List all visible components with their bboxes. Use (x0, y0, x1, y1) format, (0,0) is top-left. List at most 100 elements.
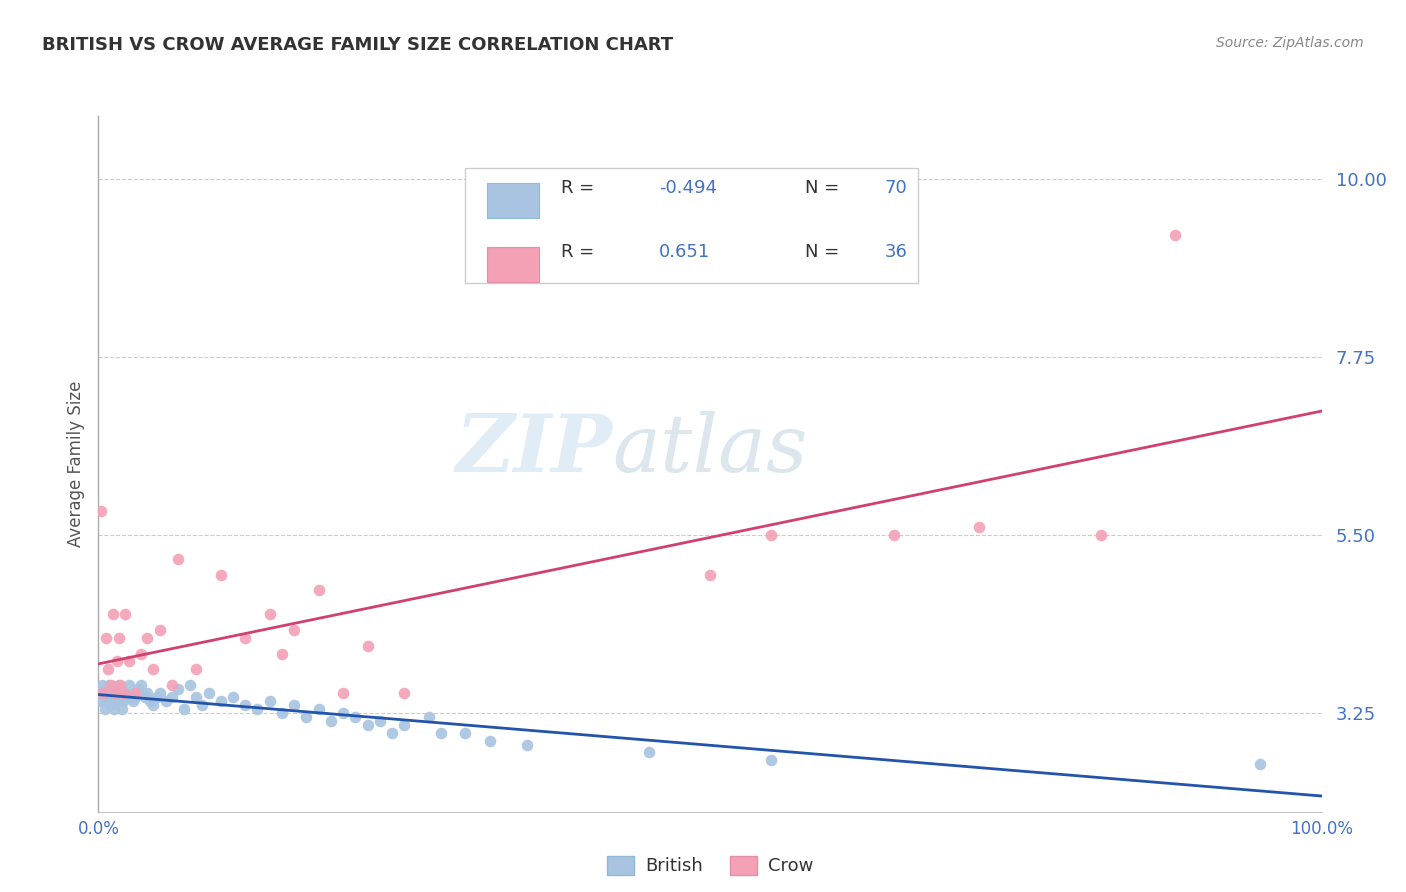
Point (101, 694, 124, 708)
Text: R =: R = (561, 178, 595, 196)
Point (191, 698, 214, 712)
Point (96, 686, 118, 700)
Point (91, 686, 114, 700)
Point (129, 647, 152, 661)
Point (97, 694, 120, 708)
Point (91, 686, 114, 700)
Point (259, 694, 281, 708)
Point (761, 753, 783, 767)
FancyBboxPatch shape (488, 247, 538, 282)
Point (100, 678, 122, 692)
Point (222, 690, 245, 704)
Point (118, 678, 141, 692)
Point (100, 698, 122, 712)
Point (94, 631, 117, 645)
Point (967, 520, 990, 534)
Point (139, 694, 162, 708)
Point (1164, 227, 1187, 242)
Point (179, 678, 201, 692)
Point (142, 662, 165, 676)
Point (94, 682, 117, 697)
Point (110, 686, 132, 700)
Point (111, 694, 134, 708)
Point (233, 631, 256, 645)
Point (91, 678, 114, 692)
Point (761, 528, 783, 542)
Point (515, 738, 537, 752)
Point (100, 686, 122, 700)
Point (160, 690, 183, 704)
Point (114, 686, 136, 700)
Point (98, 678, 121, 692)
Text: N =: N = (806, 178, 839, 196)
Point (111, 702, 134, 716)
Point (149, 686, 172, 700)
Text: atlas: atlas (612, 411, 807, 489)
Point (104, 694, 127, 708)
Point (108, 631, 131, 645)
Point (155, 694, 177, 708)
Point (638, 746, 661, 760)
Point (114, 607, 136, 621)
Point (381, 725, 404, 739)
Point (356, 717, 378, 731)
Point (430, 725, 453, 739)
Point (186, 690, 208, 704)
Point (136, 631, 159, 645)
Point (118, 655, 141, 669)
Point (136, 686, 159, 700)
Point (270, 647, 294, 661)
Point (1249, 757, 1271, 772)
Text: 0.651: 0.651 (658, 243, 710, 260)
Point (283, 623, 305, 637)
Text: Source: ZipAtlas.com: Source: ZipAtlas.com (1216, 36, 1364, 50)
Text: ZIP: ZIP (456, 411, 612, 489)
Point (209, 694, 232, 708)
Y-axis label: Average Family Size: Average Family Size (66, 381, 84, 547)
Legend: British, Crow: British, Crow (600, 849, 820, 883)
Point (107, 694, 129, 708)
Point (127, 682, 149, 697)
Point (103, 682, 125, 697)
Point (233, 698, 256, 712)
Point (308, 583, 330, 598)
Point (103, 702, 125, 716)
Text: R =: R = (561, 243, 595, 260)
Point (124, 686, 146, 700)
Point (368, 714, 391, 728)
Point (356, 639, 378, 653)
Point (110, 678, 132, 692)
Point (105, 686, 128, 700)
Point (160, 678, 183, 692)
Point (124, 690, 146, 704)
Point (478, 733, 501, 747)
Point (149, 623, 172, 637)
Point (454, 725, 477, 739)
Point (259, 607, 281, 621)
Point (319, 714, 342, 728)
Point (108, 678, 131, 692)
Point (134, 690, 156, 704)
Point (167, 682, 190, 697)
Point (120, 690, 142, 704)
Point (90, 694, 112, 708)
Point (97, 662, 120, 676)
Point (103, 686, 125, 700)
Point (332, 686, 354, 700)
FancyBboxPatch shape (488, 184, 538, 218)
Point (90, 504, 112, 518)
Point (308, 702, 330, 716)
Point (142, 698, 165, 712)
Point (112, 690, 135, 704)
Text: N =: N = (806, 243, 839, 260)
Point (392, 686, 416, 700)
Point (89, 686, 111, 700)
Point (94, 694, 117, 708)
Point (93, 702, 115, 716)
Point (105, 655, 128, 669)
Text: -0.494: -0.494 (658, 178, 717, 196)
Point (111, 686, 134, 700)
Point (883, 528, 905, 542)
Point (197, 686, 219, 700)
Text: 70: 70 (884, 178, 908, 196)
